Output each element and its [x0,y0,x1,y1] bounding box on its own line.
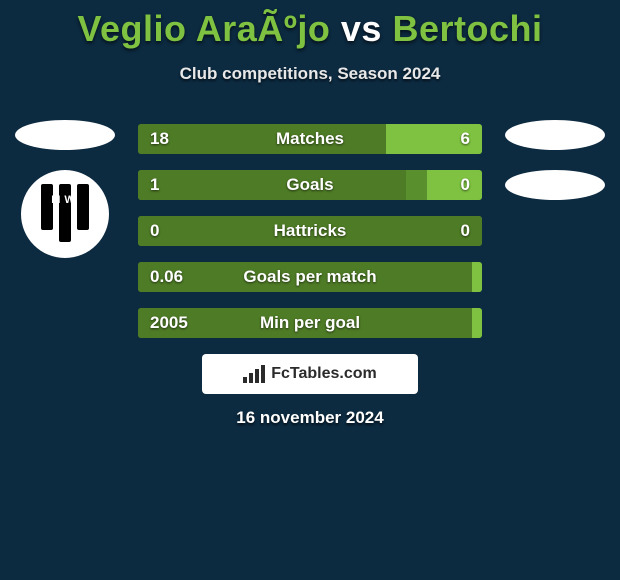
comparison-title: Veglio AraÃºjo vs Bertochi [0,0,620,50]
stat-value-left: 1 [150,170,159,200]
left-column: MW [10,120,120,258]
watermark: FcTables.com [202,354,418,394]
player1-photo-placeholder [15,120,115,150]
player1-club-badge: MW [21,170,109,258]
stat-row: Hattricks0 0 [138,216,482,246]
bar-chart-icon [243,365,265,383]
right-column [500,120,610,220]
stat-value-left: 18 [150,124,169,154]
stat-value-left: 0.06 [150,262,183,292]
stat-label: Hattricks [138,216,482,246]
stat-row: Goals1 0 [138,170,482,200]
player1-name: Veglio AraÃºjo [78,8,331,49]
player2-club-placeholder [505,170,605,200]
stat-value-right: 6 [461,124,470,154]
stat-bars: Matches186Goals10Hattricks00Goals per ma… [138,124,482,354]
title-vs: vs [341,8,382,49]
shield-icon: MW [37,182,93,246]
stat-value-right: 0 [461,216,470,246]
watermark-text: FcTables.com [271,365,377,383]
stat-row: Goals per match0.06 [138,262,482,292]
date-label: 16 november 2024 [0,408,620,428]
stat-value-left: 0 [150,216,159,246]
player2-photo-placeholder [505,120,605,150]
stat-label: Matches [138,124,482,154]
stat-row: Min per goal2005 [138,308,482,338]
subtitle: Club competitions, Season 2024 [0,64,620,84]
player2-name: Bertochi [392,8,542,49]
badge-letters: MW [37,194,93,206]
stat-row: Matches18 6 [138,124,482,154]
stat-value-right: 0 [461,170,470,200]
stat-label: Goals per match [138,262,482,292]
stat-value-left: 2005 [150,308,188,338]
stat-label: Min per goal [138,308,482,338]
stat-label: Goals [138,170,482,200]
